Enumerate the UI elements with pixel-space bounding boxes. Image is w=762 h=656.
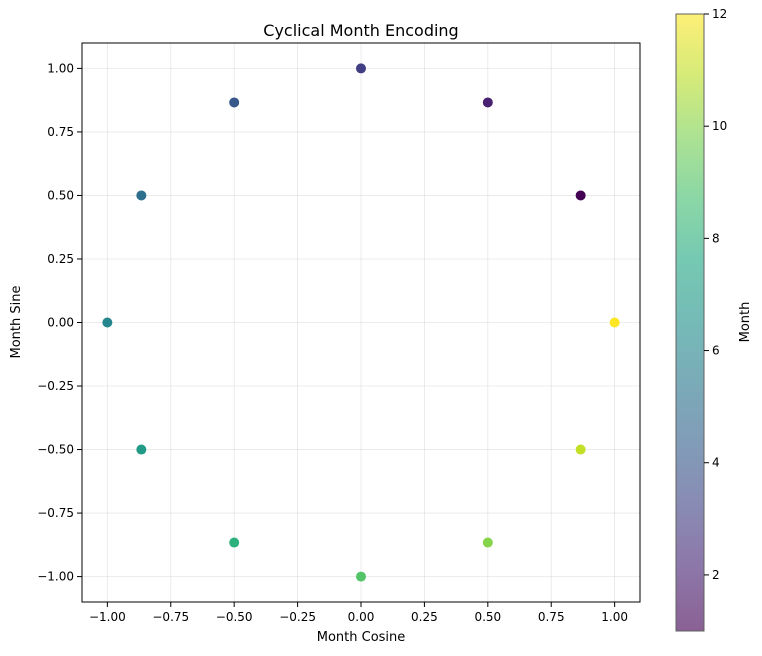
colorbar: [675, 13, 705, 632]
data-point: [136, 190, 147, 201]
data-point: [482, 537, 493, 548]
data-point: [229, 97, 240, 108]
y-tick-label: −0.50: [37, 443, 74, 457]
x-tick-label: 0.00: [348, 610, 375, 624]
y-tick-label: 0.75: [47, 125, 74, 139]
x-axis-ticks: −1.00 −0.75 −0.50 −0.25 0.00 0.25 0.50 0.75 1.00: [89, 602, 628, 624]
data-point: [136, 444, 147, 455]
x-tick-label: −0.25: [279, 610, 316, 624]
x-tick-label: 1.00: [601, 610, 628, 624]
data-point: [356, 571, 366, 582]
data-point: [356, 63, 366, 74]
y-axis-ticks: 1.00 0.75 0.50 0.25 0.00 −0.25 −0.50 −0.75 −1.00: [37, 61, 82, 584]
chart-title: Cyclical Month Encoding: [263, 21, 458, 40]
x-tick-label: −1.00: [89, 610, 126, 624]
colorbar-tick-label: 4: [712, 456, 720, 470]
colorbar-tick-label: 12: [712, 7, 727, 21]
x-tick-label: −0.50: [216, 610, 253, 624]
y-axis-label: Month Sine: [9, 286, 24, 359]
data-point: [609, 317, 620, 328]
y-tick-label: 0.50: [47, 188, 74, 202]
colorbar-tick-label: 2: [712, 568, 720, 582]
x-tick-label: 0.75: [538, 610, 565, 624]
x-tick-label: 0.50: [474, 610, 501, 624]
y-tick-label: −0.75: [37, 506, 74, 520]
y-tick-label: −0.25: [37, 379, 74, 393]
data-point: [575, 444, 586, 455]
x-tick-label: −0.75: [152, 610, 189, 624]
colorbar-ticks: 2 4 6 8 10 12: [704, 7, 727, 582]
grid-lines: [82, 43, 640, 602]
x-tick-label: 0.25: [411, 610, 438, 624]
colorbar-tick-label: 8: [712, 231, 720, 245]
colorbar-tick-label: 10: [712, 119, 727, 133]
y-tick-label: 0.25: [47, 252, 74, 266]
colorbar-tick-label: 6: [712, 344, 720, 358]
y-tick-label: −1.00: [37, 570, 74, 584]
y-tick-label: 1.00: [47, 61, 74, 75]
x-axis-label: Month Cosine: [317, 630, 406, 645]
data-point: [102, 317, 113, 328]
data-point: [575, 190, 586, 201]
data-point: [482, 97, 493, 108]
colorbar-label: Month: [738, 302, 753, 343]
data-points: [102, 63, 620, 582]
y-tick-label: 0.00: [47, 316, 74, 330]
data-point: [229, 537, 240, 548]
